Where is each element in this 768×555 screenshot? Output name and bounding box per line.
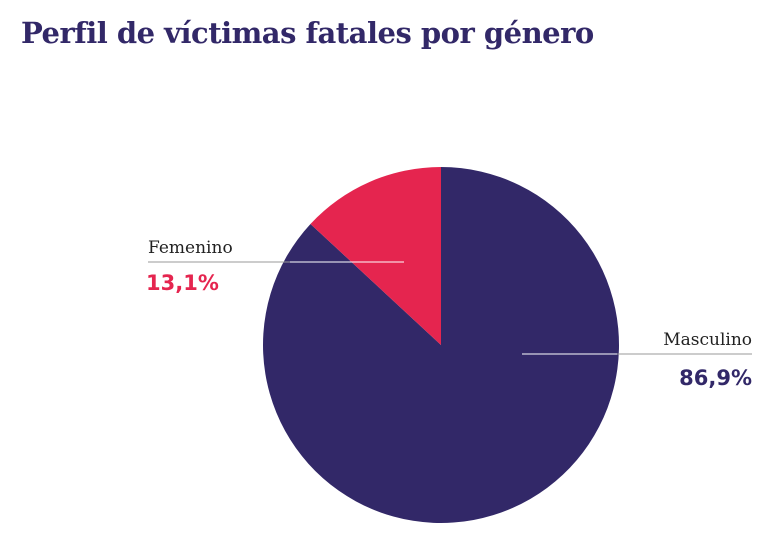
label-masculino: Masculino (663, 330, 752, 350)
label-femenino: Femenino (148, 238, 233, 258)
value-masculino: 86,9% (679, 366, 752, 390)
chart-title: Perfil de víctimas fatales por género (21, 16, 594, 50)
pie-slice-masculino (262, 167, 619, 523)
pie-slice-femenino (310, 167, 441, 345)
value-femenino: 13,1% (146, 271, 219, 295)
